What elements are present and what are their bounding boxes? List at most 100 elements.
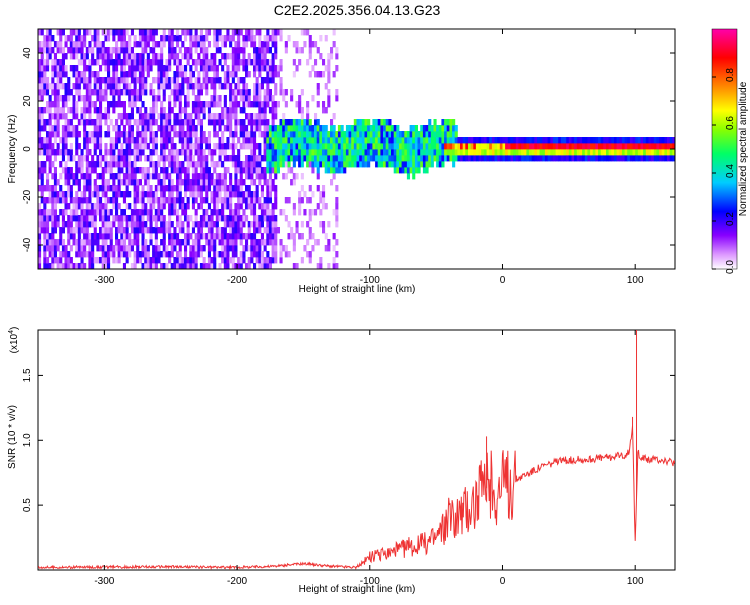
heatmap-cell	[125, 83, 129, 90]
heatmap-cell	[186, 131, 190, 138]
heatmap-cell	[115, 125, 119, 132]
heatmap-cell	[332, 155, 336, 162]
heatmap-cell	[253, 131, 257, 138]
heatmap-cell	[316, 119, 320, 126]
heatmap-cell	[77, 161, 81, 168]
heatmap-cell	[316, 137, 320, 144]
heatmap-cell	[425, 137, 429, 144]
heatmap-cell	[359, 149, 363, 156]
heatmap-cell	[115, 197, 119, 204]
heatmap-cell	[213, 185, 217, 192]
heatmap-cell	[189, 233, 193, 240]
heatmap-cell	[409, 155, 413, 162]
heatmap-cell	[571, 137, 575, 144]
heatmap-cell	[122, 251, 126, 258]
heatmap-cell	[205, 89, 209, 96]
heatmap-cell	[91, 233, 95, 240]
heatmap-cell	[197, 41, 201, 48]
heatmap-cell	[322, 161, 326, 168]
heatmap-cell	[146, 167, 150, 174]
heatmap-cell	[176, 89, 180, 96]
heatmap-cell	[258, 251, 262, 258]
heatmap-cell	[444, 143, 448, 150]
heatmap-cell	[199, 215, 203, 222]
heatmap-cell	[168, 203, 172, 210]
heatmap-cell	[210, 101, 214, 108]
heatmap-cell	[611, 155, 615, 162]
heatmap-cell	[406, 143, 410, 150]
heatmap-cell	[314, 41, 318, 48]
heatmap-cell	[152, 131, 156, 138]
heatmap-cell	[130, 179, 134, 186]
heatmap-cell	[64, 191, 68, 198]
heatmap-cell	[271, 227, 275, 234]
heatmap-cell	[380, 137, 384, 144]
heatmap-cell	[260, 239, 264, 246]
heatmap-cell	[247, 95, 251, 102]
heatmap-cell	[122, 209, 126, 216]
heatmap-cell	[454, 125, 458, 132]
heatmap-cell	[377, 137, 381, 144]
heatmap-cell	[664, 149, 668, 156]
heatmap-cell	[48, 245, 52, 252]
heatmap-cell	[290, 149, 294, 156]
heatmap-cell	[335, 53, 339, 60]
heatmap-cell	[242, 251, 246, 258]
heatmap-cell	[149, 209, 153, 216]
heatmap-cell	[168, 155, 172, 162]
heatmap-cell	[308, 185, 312, 192]
heatmap-cell	[213, 233, 217, 240]
heatmap-cell	[276, 101, 280, 108]
heatmap-cell	[454, 131, 458, 138]
heatmap-cell	[85, 173, 89, 180]
heatmap-cell	[287, 221, 291, 228]
heatmap-cell	[523, 137, 527, 144]
heatmap-cell	[189, 143, 193, 150]
heatmap-cell	[80, 257, 84, 264]
heatmap-cell	[210, 113, 214, 120]
heatmap-cell	[77, 131, 81, 138]
heatmap-cell	[237, 89, 241, 96]
heatmap-cell	[130, 167, 134, 174]
heatmap-cell	[133, 203, 137, 210]
heatmap-cell	[306, 29, 310, 36]
heatmap-cell	[449, 155, 453, 162]
heatmap-cell	[653, 137, 657, 144]
heatmap-cell	[194, 65, 198, 72]
heatmap-cell	[449, 143, 453, 150]
heatmap-cell	[77, 239, 81, 246]
heatmap-cell	[38, 173, 42, 180]
heatmap-cell	[276, 29, 280, 36]
heatmap-cell	[160, 209, 164, 216]
heatmap-cell	[364, 119, 368, 126]
heatmap-cell	[324, 143, 328, 150]
heatmap-cell	[268, 221, 272, 228]
heatmap-cell	[125, 251, 129, 258]
heatmap-cell	[136, 251, 140, 258]
heatmap-cell	[515, 143, 519, 150]
heatmap-cell	[311, 209, 315, 216]
heatmap-cell	[152, 137, 156, 144]
heatmap-cell	[245, 167, 249, 174]
heatmap-cell	[56, 125, 60, 132]
heatmap-cell	[160, 35, 164, 42]
heatmap-cell	[303, 155, 307, 162]
heatmap-cell	[226, 35, 230, 42]
heatmap-cell	[191, 173, 195, 180]
heatmap-cell	[178, 179, 182, 186]
heatmap-cell	[99, 227, 103, 234]
heatmap-cell	[327, 155, 331, 162]
heatmap-cell	[186, 77, 190, 84]
heatmap-cell	[38, 143, 42, 150]
heatmap-cell	[337, 161, 341, 168]
heatmap-cell	[189, 137, 193, 144]
heatmap-cell	[438, 143, 442, 150]
heatmap-cell	[234, 107, 238, 114]
heatmap-cell	[215, 221, 219, 228]
heatmap-cell	[133, 227, 137, 234]
heatmap-cell	[38, 59, 42, 66]
heatmap-cell	[80, 161, 84, 168]
heatmap-cell	[170, 155, 174, 162]
heatmap-cell	[600, 143, 604, 150]
heatmap-cell	[176, 71, 180, 78]
